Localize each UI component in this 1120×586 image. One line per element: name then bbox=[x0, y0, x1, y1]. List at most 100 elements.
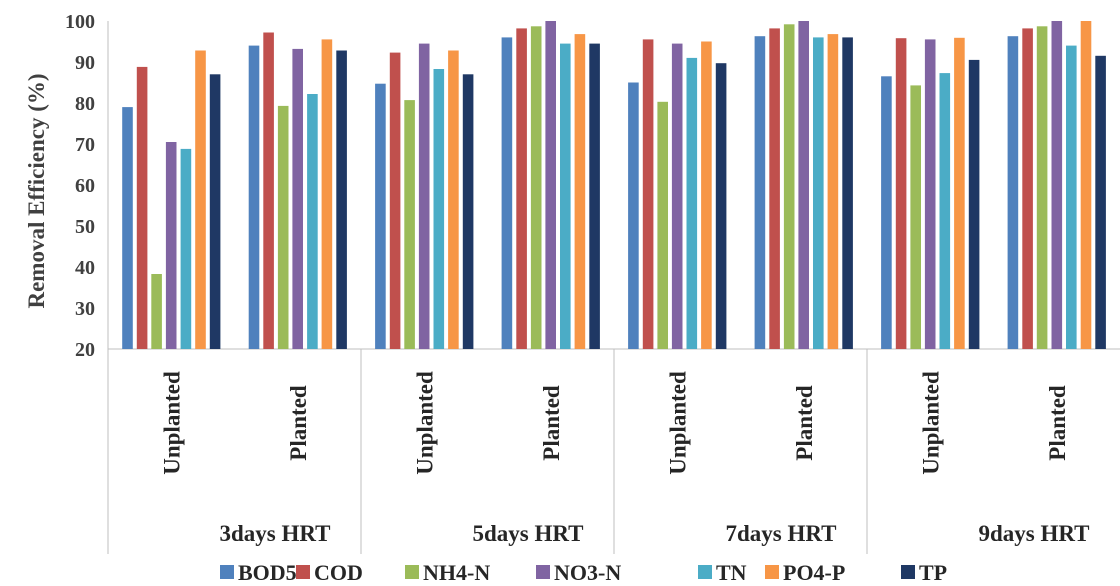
bar-po4-p-6 bbox=[827, 34, 839, 349]
bar-no3-n-8 bbox=[1051, 21, 1063, 349]
bar-po4-p-7 bbox=[954, 37, 965, 350]
bar-cod-5 bbox=[642, 39, 654, 350]
legend-item-no3-n[interactable]: NO3-N bbox=[536, 560, 621, 585]
y-tick-label: 60 bbox=[75, 175, 95, 197]
bar-nh4-n-8 bbox=[1036, 26, 1048, 350]
bar-tp-2 bbox=[336, 50, 347, 349]
legend-swatch bbox=[220, 565, 234, 579]
category-label: Unplanted bbox=[665, 371, 690, 475]
bar-tn-4 bbox=[560, 43, 571, 349]
legend-label: TP bbox=[919, 560, 947, 585]
bar-bod5-6 bbox=[754, 36, 766, 349]
bar-cod-7 bbox=[895, 38, 907, 349]
legend-label: NH4-N bbox=[423, 560, 490, 585]
legend-swatch bbox=[296, 565, 310, 579]
bar-nh4-n-1 bbox=[151, 274, 162, 349]
bar-nh4-n-7 bbox=[910, 85, 921, 350]
legend-item-tn[interactable]: TN bbox=[698, 560, 747, 585]
bar-cod-4 bbox=[516, 28, 527, 350]
labels: 20 30 40 50 60 70 80 90 100 Removal Efficiency (%… bbox=[24, 11, 1090, 546]
bar-no3-n-7 bbox=[924, 39, 936, 350]
bar-tn-6 bbox=[813, 37, 824, 350]
legend-item-cod[interactable]: COD bbox=[296, 560, 363, 585]
bar-tn-8 bbox=[1066, 45, 1077, 349]
bar-po4-p-1 bbox=[195, 50, 206, 349]
y-tick-label: 100 bbox=[65, 11, 95, 33]
bars bbox=[122, 21, 1106, 350]
y-tick-label: 80 bbox=[75, 93, 95, 115]
bar-bod5-2 bbox=[248, 45, 260, 349]
y-tick-label: 50 bbox=[75, 216, 95, 238]
legend-swatch bbox=[536, 565, 550, 579]
category-label: Planted bbox=[792, 385, 817, 461]
legend[interactable]: BOD5 COD NH4-N NO3-N TN PO4-P TP bbox=[220, 560, 947, 585]
bar-no3-n-6 bbox=[798, 21, 809, 349]
bar-no3-n-3 bbox=[418, 43, 430, 349]
bar-po4-p-4 bbox=[574, 34, 586, 349]
category-label: Planted bbox=[1045, 385, 1070, 461]
bar-tp-7 bbox=[968, 59, 980, 350]
group-label: 7days HRT bbox=[725, 521, 836, 546]
bar-tn-1 bbox=[180, 148, 192, 349]
legend-item-nh4-n[interactable]: NH4-N bbox=[405, 560, 490, 585]
y-tick-label: 70 bbox=[75, 134, 95, 156]
bar-bod5-5 bbox=[628, 82, 639, 349]
legend-swatch bbox=[698, 565, 712, 579]
bar-no3-n-4 bbox=[545, 21, 556, 349]
category-label: Unplanted bbox=[159, 371, 184, 475]
bar-bod5-3 bbox=[375, 83, 386, 349]
bar-po4-p-3 bbox=[448, 50, 459, 349]
bar-nh4-n-5 bbox=[657, 101, 668, 349]
category-label: Unplanted bbox=[412, 371, 437, 475]
legend-item-tp[interactable]: TP bbox=[901, 560, 947, 585]
legend-label: PO4-P bbox=[783, 560, 845, 585]
bar-nh4-n-2 bbox=[277, 105, 289, 350]
bar-tn-5 bbox=[686, 57, 698, 350]
bar-cod-3 bbox=[389, 52, 401, 349]
category-label: Planted bbox=[539, 385, 564, 461]
bar-tp-1 bbox=[209, 74, 221, 350]
legend-label: COD bbox=[314, 560, 363, 585]
bar-po4-p-8 bbox=[1080, 21, 1092, 349]
bar-po4-p-5 bbox=[701, 41, 712, 349]
bar-po4-p-2 bbox=[321, 39, 333, 350]
legend-swatch bbox=[405, 565, 419, 579]
y-tick-label: 30 bbox=[75, 298, 95, 320]
bar-cod-8 bbox=[1022, 28, 1033, 350]
y-tick-label: 40 bbox=[75, 257, 95, 279]
y-tick-label: 90 bbox=[75, 52, 95, 74]
y-tick-label: 20 bbox=[75, 339, 95, 361]
bar-cod-1 bbox=[136, 66, 148, 350]
bar-no3-n-2 bbox=[292, 48, 303, 350]
bar-nh4-n-3 bbox=[404, 100, 415, 349]
bar-tp-8 bbox=[1095, 55, 1106, 350]
bar-bod5-7 bbox=[881, 76, 892, 350]
group-label: 9days HRT bbox=[978, 521, 1089, 546]
legend-item-bod5[interactable]: BOD5 bbox=[220, 560, 297, 585]
legend-label: NO3-N bbox=[554, 560, 621, 585]
bar-tn-2 bbox=[307, 94, 318, 349]
bar-cod-6 bbox=[769, 28, 780, 350]
group-label: 5days HRT bbox=[472, 521, 583, 546]
legend-label: BOD5 bbox=[238, 560, 297, 585]
bar-tp-6 bbox=[842, 37, 853, 350]
bar-bod5-8 bbox=[1007, 36, 1019, 349]
y-axis-title: Removal Efficiency (%) bbox=[24, 73, 49, 308]
axes bbox=[107, 21, 1120, 554]
bar-nh4-n-4 bbox=[530, 26, 542, 350]
legend-item-po4-p[interactable]: PO4-P bbox=[765, 560, 845, 585]
bar-tn-7 bbox=[939, 73, 951, 349]
legend-swatch bbox=[901, 565, 915, 579]
bar-tp-4 bbox=[589, 43, 600, 349]
group-label: 3days HRT bbox=[219, 521, 330, 546]
bar-bod5-4 bbox=[501, 37, 513, 350]
legend-label: TN bbox=[716, 560, 747, 585]
legend-swatch bbox=[765, 565, 779, 579]
bar-bod5-1 bbox=[122, 107, 133, 349]
category-label: Planted bbox=[286, 385, 311, 461]
bar-tp-5 bbox=[715, 63, 727, 349]
bar-no3-n-1 bbox=[165, 142, 177, 349]
bar-cod-2 bbox=[263, 32, 274, 349]
